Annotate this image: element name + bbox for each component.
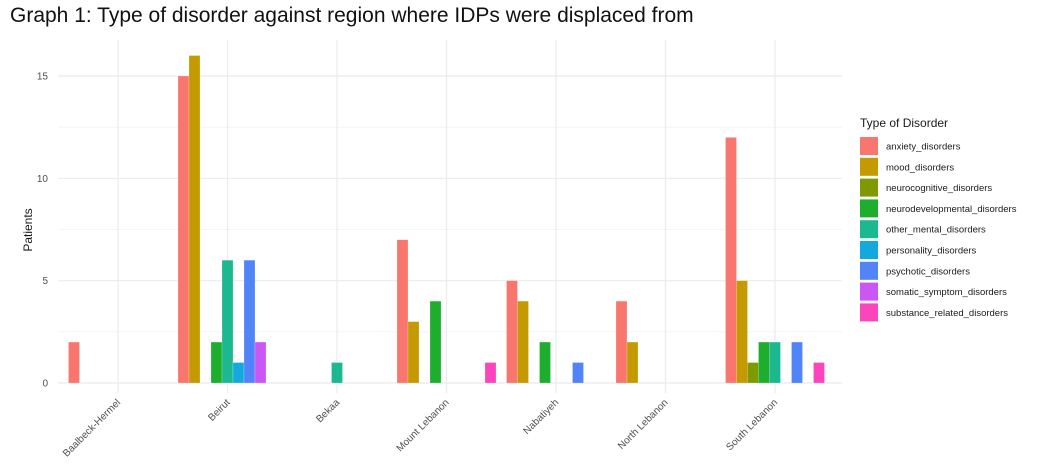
bar-anxiety_disorders: [725, 137, 737, 384]
bar-neurodevelopmental_disorders: [539, 341, 551, 384]
bar-neurodevelopmental_disorders: [429, 300, 442, 384]
bar-neurocognitive_disorders: [747, 362, 759, 384]
legend-swatch-somatic_symptom_disorders: [860, 282, 878, 301]
legend-label: neurocognitive_disorders: [886, 183, 992, 194]
y-tick-label: 10: [37, 174, 49, 185]
bar-other_mental_disorders: [331, 362, 343, 384]
y-axis-label: Patients: [21, 208, 35, 251]
y-tick-label: 5: [42, 276, 48, 287]
bar-mood_disorders: [188, 55, 201, 384]
legend-swatch-personality_disorders: [860, 241, 878, 259]
bar-other_mental_disorders: [221, 259, 234, 384]
legend-swatch-anxiety_disorders: [860, 137, 878, 155]
x-tick-label: Mount Lebanon: [395, 397, 452, 454]
figure-caption: Graph 1: Type of disorder against region…: [10, 4, 694, 27]
legend-swatch-neurocognitive_disorders: [860, 178, 878, 197]
bar-mood_disorders: [626, 341, 639, 384]
x-axis: Baalbeck-Hermel Beirut Bekaa Mount Lebanon N…: [61, 397, 780, 459]
x-tick-label: North Lebanon: [616, 397, 671, 452]
legend-label: psychotic_disorders: [886, 266, 970, 277]
bars: [68, 55, 825, 384]
legend: Type of Disorder anxiety_disorders mood_d…: [860, 116, 1017, 322]
legend-swatch-neurodevelopmental_disorders: [860, 199, 878, 218]
grid: [58, 40, 842, 393]
bar-psychotic_disorders: [243, 259, 256, 384]
bar-anxiety_disorders: [177, 75, 190, 384]
x-tick-label: Nabatiyeh: [522, 397, 562, 437]
y-axis: 0 5 10 15: [37, 72, 49, 390]
legend-title: Type of Disorder: [860, 116, 948, 130]
legend-label: substance_related_disorders: [886, 308, 1008, 319]
bar-anxiety_disorders: [615, 300, 628, 384]
x-tick-label: Baalbeck-Hermel: [61, 397, 123, 459]
bar-anxiety_disorders: [506, 280, 518, 384]
x-tick-label: Bekaa: [314, 397, 342, 425]
bar-psychotic_disorders: [791, 341, 803, 384]
bar-substance_related_disorders: [484, 362, 497, 384]
legend-label: personality_disorders: [886, 246, 977, 257]
x-tick-label: Beirut: [206, 397, 232, 423]
legend-label: somatic_symptom_disorders: [886, 287, 1007, 298]
x-tick-label: South Lebanon: [724, 397, 780, 453]
bar-substance_related_disorders: [813, 362, 825, 384]
bar-psychotic_disorders: [572, 362, 584, 384]
legend-swatch-psychotic_disorders: [860, 261, 878, 280]
bar-personality_disorders: [232, 362, 245, 384]
legend-label: other_mental_disorders: [886, 225, 986, 236]
bar-mood_disorders: [517, 300, 529, 384]
legend-label: neurodevelopmental_disorders: [886, 204, 1017, 215]
bar-somatic_symptom_disorders: [254, 341, 267, 384]
bar-neurodevelopmental_disorders: [758, 341, 770, 384]
bar-mood_disorders: [736, 280, 748, 384]
bar-anxiety_disorders: [68, 341, 80, 384]
legend-swatch-substance_related_disorders: [860, 303, 878, 322]
y-tick-label: 15: [37, 72, 49, 83]
bar-mood_disorders: [407, 321, 420, 384]
legend-swatch-mood_disorders: [860, 157, 878, 176]
bar-neurodevelopmental_disorders: [210, 341, 223, 384]
bar-anxiety_disorders: [396, 239, 409, 384]
legend-swatch-other_mental_disorders: [860, 220, 878, 239]
y-tick-label: 0: [42, 379, 48, 390]
legend-label: mood_disorders: [886, 162, 954, 173]
bar-other_mental_disorders: [769, 341, 781, 384]
legend-label: anxiety_disorders: [886, 142, 961, 153]
